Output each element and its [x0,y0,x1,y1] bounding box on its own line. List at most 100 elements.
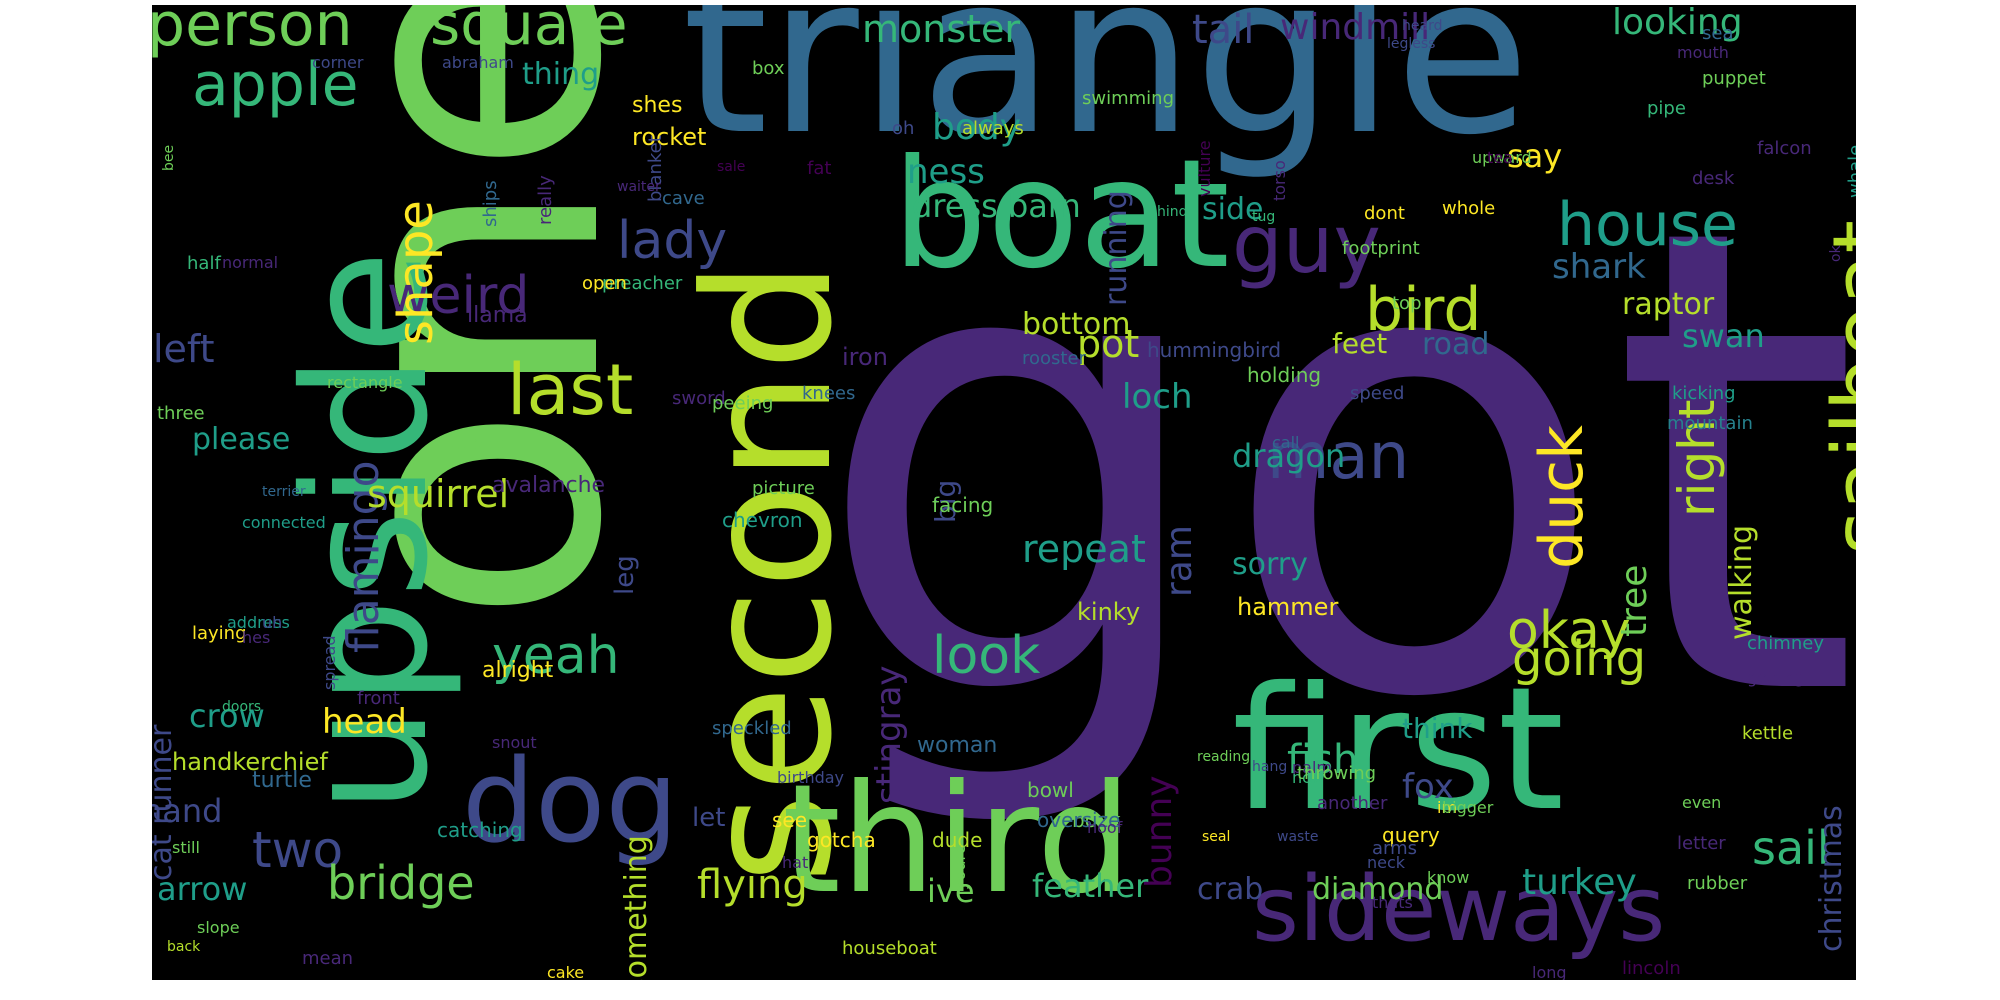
word-palm: palm [1292,758,1332,777]
word-another: another [1317,793,1388,814]
word-picture: picture [752,478,815,499]
word-houseboat: houseboat [842,938,937,959]
word-terrier: terrier [262,484,306,500]
word-weird: weird [387,266,530,326]
word-corner: corner [312,53,364,72]
word-address: address [227,613,290,632]
word-see: see [772,808,808,832]
word-sale: sale [717,159,746,175]
word-always: always [962,118,1024,139]
word-sorry: sorry [1232,547,1308,582]
word-first: first [1232,651,1565,849]
word-doors: doors [222,699,262,715]
word-say: say [1507,137,1563,175]
word-ive: ive [927,872,975,910]
word-apple: apple [192,50,359,120]
word-alright: alright [482,658,554,683]
word-running: running [1099,190,1134,306]
word-cake: cake [547,963,585,981]
word-dragon: dragon [1232,437,1346,475]
word-book: book [1072,808,1121,832]
word-look: look [932,626,1041,686]
word-slope: slope [197,918,240,937]
word-box: box [752,58,785,79]
word-duck: duck [1527,425,1597,569]
word-rectangle: rectangle [327,373,403,392]
word-flying: flying [697,862,808,908]
word-bigger: bigger [1442,798,1494,817]
word-know: know [1427,868,1470,887]
word-rocket: rocket [632,123,707,151]
word-call: call [1272,433,1300,452]
word-feather: feather [1032,867,1149,905]
word-two: two [252,821,344,879]
word-fat: fat [807,158,832,179]
word-loch: loch [1122,377,1193,417]
word-tug: tug [1252,209,1276,225]
word-back: back [167,939,201,955]
word-crab: crab [1197,872,1264,907]
word-mouth: mouth [1677,43,1729,62]
word-teepee: teepee [442,433,505,454]
word-tree: tree [1614,564,1655,637]
word-seal: seal [1202,829,1231,845]
word-dog: dog [462,735,679,869]
word-neck: neck [1367,853,1406,872]
word-kinky: kinky [1077,598,1141,626]
word-even: even [1682,793,1722,812]
word-facing: facing [932,493,994,517]
word-dont: dont [1364,203,1405,224]
word-sideways: sideways [1252,857,1666,962]
word-waiter: waiter [617,179,661,195]
word-puppet: puppet [1702,68,1766,89]
word-hoof: hoof [1087,818,1123,837]
word-heard: heard [1402,18,1443,34]
word-cave: cave [662,188,705,209]
word-thats: thats [1372,893,1413,912]
word-hang: hang [1252,759,1288,775]
word-now: now [1292,768,1326,787]
word-tea: tea [1487,148,1513,167]
word-something: something [619,835,654,980]
word-ships: ships [480,180,501,227]
word-pipe: pipe [1647,98,1686,119]
word-thing: thing [522,57,600,92]
word-windmill: windmill [1280,7,1431,48]
word-triangle: triangle [682,5,1531,183]
word-raptor: raptor [1622,287,1715,322]
word-house: house [1557,190,1738,260]
word-please: please [192,422,291,457]
word-upward: upward [1472,148,1532,167]
word-monster: monster [862,7,1021,51]
word-long: long [1532,963,1567,981]
word-yeah: yeah [492,626,620,686]
word-shark: shark [1552,247,1646,287]
word-query: query [1382,823,1440,847]
word-desk: desk [1692,168,1735,189]
word-speed: speed [1350,383,1405,404]
word-three: three [157,403,205,424]
word-birthday: birthday [777,768,845,787]
word-ok: ok [1828,245,1844,262]
word-turtle: turtle [252,768,312,793]
word-legless: legless [1387,36,1436,52]
word-bottom: bottom [1022,307,1131,342]
word-mean: mean [302,948,354,969]
word-chevron: chevron [722,508,803,532]
word-knees: knees [802,383,856,404]
word-leg: leg [610,555,640,595]
word-bowl: bowl [1027,778,1074,802]
word-dude: dude [932,828,983,852]
word-lincoln: lincoln [1622,958,1681,979]
word-gotcha: gotcha [807,828,876,852]
word-bird: bird [1365,275,1482,345]
word-youre: youre [950,844,969,890]
word-shes: shes [632,93,683,118]
word-peeing: peeing [712,393,774,414]
word-half: half [187,253,221,274]
word-holding: holding [1247,363,1322,387]
word-arms: arms [1372,838,1418,859]
word-really: really [535,175,556,225]
word-top: top [1392,293,1422,314]
word-whale: whale [1845,144,1856,198]
